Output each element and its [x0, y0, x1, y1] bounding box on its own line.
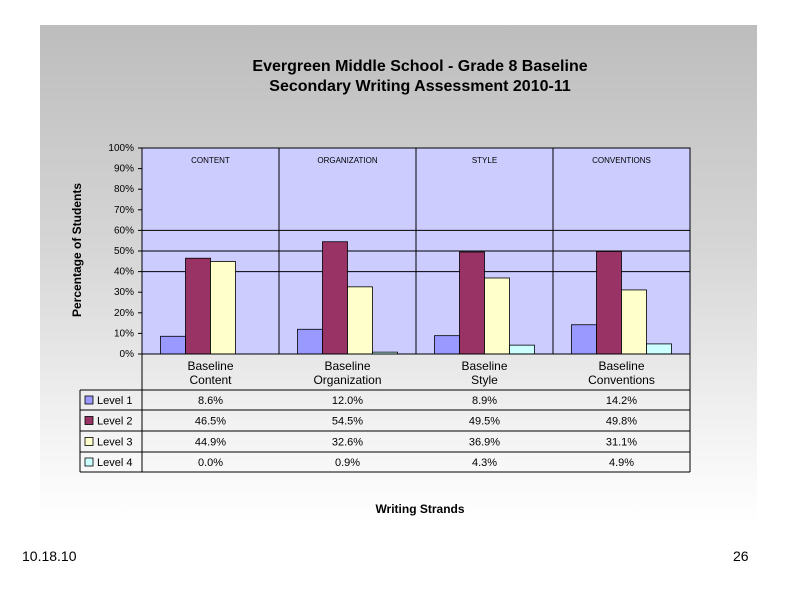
data-table-value: 8.6%	[198, 395, 223, 407]
data-table-value: 0.0%	[198, 457, 223, 469]
bar-level-3	[621, 289, 647, 355]
legend-label: Level 2	[97, 416, 132, 428]
page-number: 26	[733, 548, 749, 564]
bar-level-2	[459, 251, 485, 355]
bar-level-3	[347, 286, 373, 355]
y-tick-label: 100%	[108, 143, 134, 154]
y-tick-label: 60%	[114, 225, 134, 236]
panel-label: CONTENT	[191, 156, 230, 165]
data-table-value: 8.9%	[472, 395, 497, 407]
y-tick-label: 40%	[114, 267, 134, 278]
y-tick-label: 30%	[114, 287, 134, 298]
legend-key-level-2	[84, 416, 94, 425]
category-label: Baseline	[187, 359, 233, 373]
legend-key-level-1	[84, 395, 94, 405]
panel-label: CONVENTIONS	[592, 156, 651, 165]
category-label: Content	[189, 373, 232, 387]
y-tick-label: 80%	[114, 184, 134, 195]
chart-subtitle: Secondary Writing Assessment 2010-11	[269, 78, 571, 95]
category-label: Organization	[313, 373, 381, 387]
x-axis-title: Writing Strands	[375, 502, 465, 516]
legend-label: Level 4	[97, 457, 132, 469]
data-table-value: 0.9%	[335, 457, 360, 469]
bar-level-1	[297, 328, 323, 355]
y-tick-label: 20%	[114, 308, 134, 319]
panel-label: ORGANIZATION	[317, 156, 378, 165]
data-table-value: 49.5%	[469, 416, 500, 428]
bar-level-2	[185, 257, 211, 355]
category-label: Conventions	[588, 373, 655, 387]
category-label: Baseline	[324, 359, 370, 373]
bar-level-1	[571, 324, 597, 355]
data-table-value: 14.2%	[606, 395, 637, 407]
category-label: Baseline	[461, 359, 507, 373]
legend-key-level-4	[84, 457, 94, 467]
data-table-value: 44.9%	[195, 437, 226, 449]
y-tick-label: 50%	[114, 246, 134, 257]
bar-level-1	[434, 335, 460, 355]
bar-level-4	[509, 344, 535, 355]
legend-key-level-3	[84, 437, 94, 446]
data-table-value: 49.8%	[606, 416, 637, 428]
panel-label: STYLE	[472, 156, 497, 165]
bar-level-4	[646, 343, 672, 355]
bar-level-2	[596, 251, 622, 355]
data-table-value: 32.6%	[332, 437, 363, 449]
y-tick-label: 90%	[114, 164, 134, 175]
data-table-value: 4.3%	[472, 457, 497, 469]
data-table-value: 4.9%	[609, 457, 634, 469]
data-table-value: 54.5%	[332, 416, 363, 428]
category-label: Baseline	[598, 359, 644, 373]
category-label: Style	[471, 373, 498, 387]
chart-title: Evergreen Middle School - Grade 8 Baseli…	[252, 58, 588, 75]
data-table-value: 36.9%	[469, 437, 500, 449]
footer-date: 10.18.10	[22, 548, 77, 564]
y-tick-label: 10%	[114, 328, 134, 339]
bar-level-3	[484, 277, 510, 355]
bar-level-1	[160, 335, 186, 355]
bar-level-3	[210, 261, 236, 355]
data-table-value: 46.5%	[195, 416, 226, 428]
legend-label: Level 1	[97, 395, 132, 407]
data-table-value: 12.0%	[332, 395, 363, 407]
bar-level-2	[322, 241, 348, 355]
y-tick-label: 70%	[114, 205, 134, 216]
y-tick-label: 0%	[120, 349, 135, 360]
legend-label: Level 3	[97, 437, 132, 449]
data-table-value: 31.1%	[606, 437, 637, 449]
